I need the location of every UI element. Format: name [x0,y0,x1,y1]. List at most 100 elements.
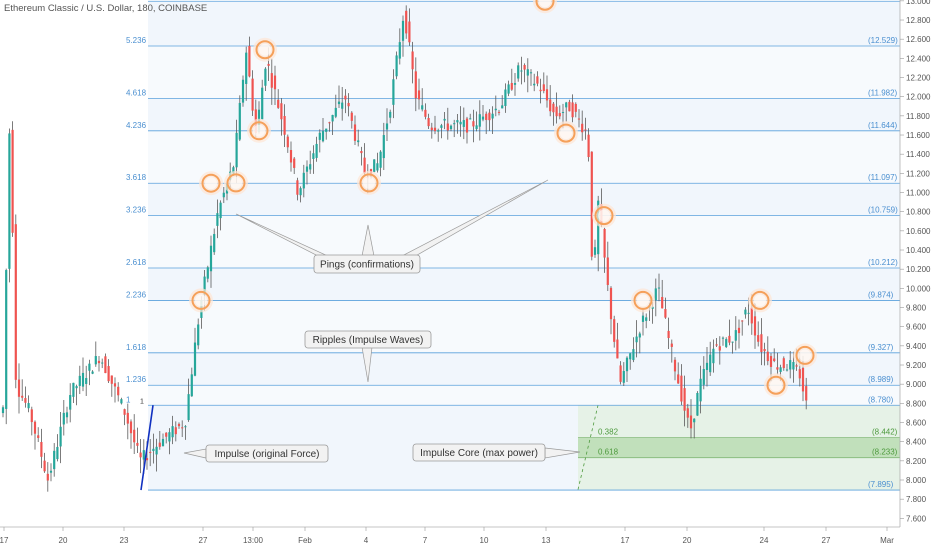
candle-body [69,395,72,410]
candle-body [5,270,8,409]
candle-body [773,358,776,361]
candle-body [136,442,139,446]
ping-ring [795,345,815,365]
candle-body [142,450,145,460]
candle-body [469,118,472,120]
fib-price-label: (7.895) [868,480,894,489]
candle-body [14,224,17,380]
price-axis-bg [900,0,932,550]
candle-body [261,87,264,120]
candle-body [37,435,40,438]
candle-body [296,180,299,195]
candle-body [219,202,222,219]
candle-body [360,151,363,154]
candle-body [97,360,101,364]
candle-body [81,372,85,387]
fib-band [148,215,900,269]
ping-ring [594,206,614,226]
candle-body [561,112,565,114]
candle-body [145,458,149,461]
impulse-line [140,405,154,491]
chart-title: Ethereum Classic / U.S. Dollar, 180, COI… [4,3,208,14]
candle-body [712,348,715,364]
candle-body [139,452,142,458]
candle-body [769,356,773,367]
candle-body [91,371,94,374]
candle-body [187,394,190,421]
candle-body [203,276,206,295]
candle-body [395,55,398,77]
candle-body [465,118,469,133]
candle-body [581,123,584,133]
candle-body [584,129,587,131]
candle-body [718,346,721,351]
candle-body [85,378,88,384]
candle-body [267,63,270,66]
candle-body [197,324,200,346]
candle-body [21,395,24,398]
candle-body [75,386,78,389]
candle-body [670,343,673,347]
candle-body [251,78,254,111]
fib-price-label: (10.759) [868,206,898,215]
candle-body [539,89,542,92]
candle-body [302,172,305,189]
ping-ring [255,40,275,60]
candle-body [619,365,622,382]
candle-body [501,105,504,109]
candle-body [72,382,75,397]
candle-body [622,371,625,383]
candle-body [440,125,443,128]
candle-body [424,109,427,117]
candle-body [456,120,459,123]
candle-body [680,375,683,402]
price-tick-label: 12.400 [906,54,931,63]
candle-body [120,399,123,404]
candle-body [376,163,379,171]
ping-ring [359,173,379,193]
candle-body [161,438,165,447]
candle-body [635,336,638,343]
candle-body [734,330,737,341]
ping-center [637,294,649,307]
candle-body [763,349,766,352]
fib-ratio-label: 3.236 [126,206,147,215]
candle-body [30,409,33,423]
candle-body [401,20,405,41]
candle-body [638,333,641,338]
ping-ring [201,173,221,193]
price-tick-label: 7.600 [906,514,927,523]
core-ratio-label: 0.618 [598,448,619,457]
candle-body [385,123,389,130]
candle-body [593,247,597,255]
ping-center [799,349,811,362]
price-tick-label: 7.800 [906,495,927,504]
price-tick-label: 8.800 [906,399,927,408]
candle-body [293,158,296,168]
ping-ring [226,173,246,193]
price-tick-label: 11.200 [906,169,930,178]
time-tick-label: 20 [59,536,68,545]
price-tick-label: 10.400 [906,246,931,255]
fib-ratio-label: 1.618 [126,343,147,352]
time-tick-label: Mar [880,536,894,545]
candle-body [129,421,133,434]
candle-body [443,118,446,121]
time-tick-label: 20 [683,536,692,545]
time-tick-label: 17 [0,536,9,545]
candle-body [542,84,545,91]
candle-body [702,368,705,385]
candle-body [337,101,341,105]
candle-body [305,166,309,172]
candle-body [565,102,568,108]
time-tick-label: 27 [199,536,208,545]
candle-body [571,102,574,118]
time-tick-label: 24 [760,536,769,545]
candle-body [56,446,59,460]
candle-body [190,374,193,397]
time-tick-label: 4 [364,536,369,545]
candle-body [789,360,792,370]
candle-body [53,450,56,470]
candle-body [731,341,734,343]
